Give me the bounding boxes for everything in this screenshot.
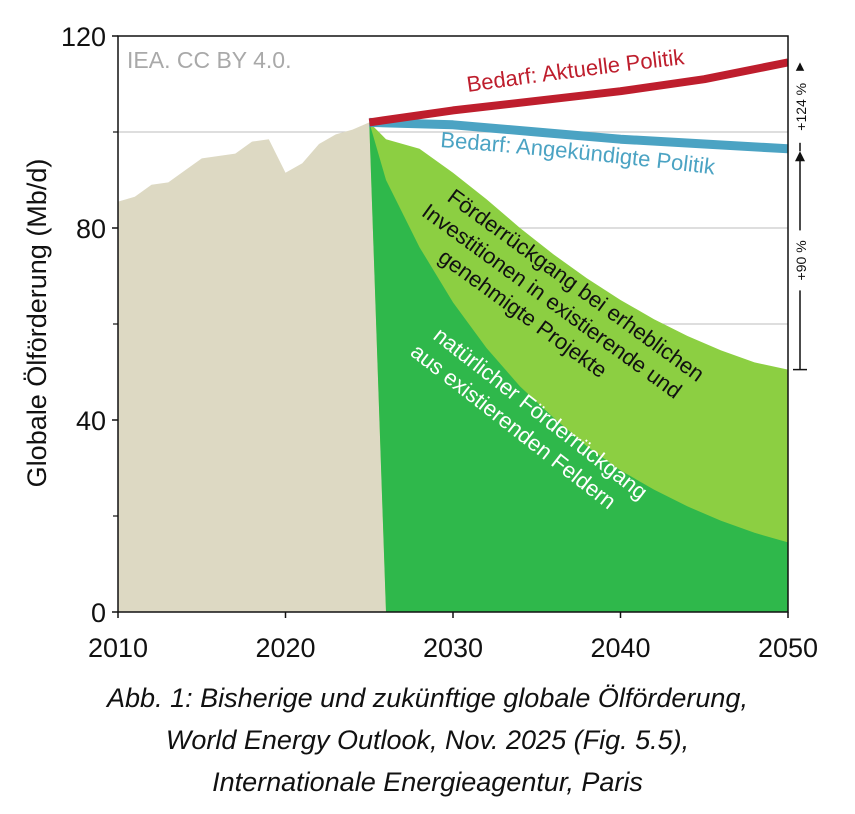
caption-line-1: Abb. 1: Bisherige und zukünftige globale…: [107, 683, 748, 713]
x-axis: 2010 2020 2030 2040 2050: [88, 612, 818, 663]
areas: [118, 122, 788, 612]
arrow-124-head: [795, 62, 805, 73]
area-history: [118, 122, 386, 612]
demand-lines: [368, 58, 788, 154]
annot-90-backdrop: [791, 230, 809, 291]
x-tick-label-2040: 2040: [590, 633, 650, 663]
annot-90-label: +90 %: [793, 240, 809, 280]
caption-line-2: World Energy Outlook, Nov. 2025 (Fig. 5.…: [165, 725, 690, 755]
oil-production-chart: IEA. CC BY 4.0. 0 40 80 120 2010 2020 2030 204…: [22, 22, 818, 663]
y-tick-label-0: 0: [91, 598, 106, 628]
annot-124-label: +124 %: [793, 83, 809, 131]
y-axis: 0 40 80 120: [61, 22, 118, 628]
area-natural-decline: [369, 122, 788, 612]
line-angekuendigte-politik: [369, 117, 788, 154]
y-tick-label-120: 120: [61, 22, 106, 52]
y-tick-label-80: 80: [76, 214, 106, 244]
x-tick-label-2010: 2010: [88, 633, 148, 663]
x-tick-label-2050: 2050: [758, 633, 818, 663]
x-tick-label-2030: 2030: [423, 633, 483, 663]
y-tick-label-40: 40: [76, 406, 106, 436]
caption-line-3: Internationale Energieagentur, Paris: [212, 767, 643, 797]
x-tick-label-2020: 2020: [255, 633, 315, 663]
annot-124-backdrop: [791, 70, 809, 143]
watermark: IEA. CC BY 4.0.: [127, 47, 291, 73]
line-aktuelle-politik: [368, 58, 788, 127]
annotations: +124 % +90 %: [791, 62, 809, 371]
arrow-90-head: [795, 151, 805, 162]
y-axis-label: Globale Ölförderung (Mb/d): [22, 159, 52, 488]
